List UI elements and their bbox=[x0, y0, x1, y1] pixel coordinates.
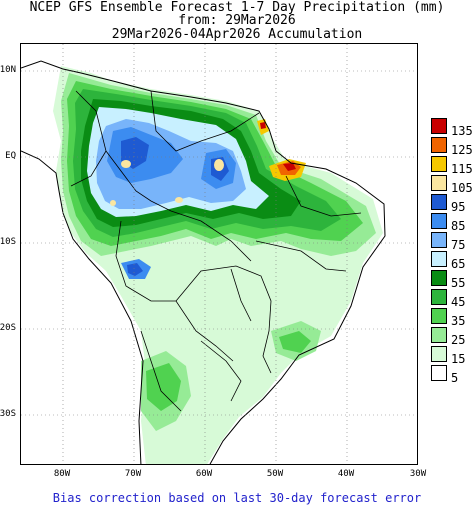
precip-105mm-spot bbox=[175, 197, 183, 203]
lat-label-eq: EQ bbox=[5, 151, 16, 161]
legend-swatch bbox=[431, 270, 447, 286]
legend-level-label: 25 bbox=[451, 333, 466, 347]
legend-level-label: 85 bbox=[451, 219, 466, 233]
legend-level-label: 45 bbox=[451, 295, 466, 309]
legend-swatch bbox=[431, 213, 447, 229]
legend-swatch bbox=[431, 232, 447, 248]
legend-level-label: 95 bbox=[451, 200, 466, 214]
legend-level-label: 135 bbox=[451, 124, 473, 138]
legend-level-label: 75 bbox=[451, 238, 466, 252]
precipitation-map bbox=[20, 43, 418, 465]
precip-35mm-southeast bbox=[279, 331, 311, 353]
legend-level-label: 55 bbox=[451, 276, 466, 290]
precip-105mm-spot bbox=[214, 159, 224, 171]
legend-swatch bbox=[431, 251, 447, 267]
legend-swatch bbox=[431, 289, 447, 305]
legend-level-label: 5 bbox=[451, 371, 459, 385]
legend-swatch bbox=[431, 156, 447, 172]
precip-105mm-spot bbox=[110, 200, 116, 206]
legend-swatch bbox=[431, 327, 447, 343]
precip-35mm-south bbox=[146, 363, 181, 411]
map-canvas bbox=[21, 44, 417, 464]
legend-swatch bbox=[431, 194, 447, 210]
legend-swatch bbox=[431, 308, 447, 324]
country-borders bbox=[70, 90, 362, 412]
legend-level-label: 35 bbox=[451, 314, 466, 328]
legend-level-label: 115 bbox=[451, 162, 473, 176]
lat-label-10n: 10N bbox=[0, 65, 16, 75]
map-title: NCEP GFS Ensemble Forecast 1-7 Day Preci… bbox=[29, 0, 445, 15]
lon-label-80w: 80W bbox=[53, 469, 71, 479]
lat-label-20s: 20S bbox=[0, 323, 16, 333]
accumulation-period: 29Mar2026-04Apr2026 Accumulation bbox=[111, 27, 363, 42]
lat-label-30s: 30S bbox=[0, 409, 16, 419]
lon-label-50w: 50W bbox=[266, 469, 284, 479]
legend-swatch bbox=[431, 118, 447, 134]
forecast-start-date: from: 29Mar2026 bbox=[178, 13, 296, 28]
bias-correction-note: Bias correction based on last 30-day for… bbox=[52, 491, 422, 505]
lon-label-40w: 40W bbox=[337, 469, 355, 479]
legend-swatch bbox=[431, 137, 447, 153]
lon-label-30w: 30W bbox=[409, 469, 427, 479]
legend-level-label: 105 bbox=[451, 181, 473, 195]
legend-swatch bbox=[431, 175, 447, 191]
legend-level-label: 125 bbox=[451, 143, 473, 157]
precip-coastal-heavy-red bbox=[283, 163, 296, 171]
lon-label-70w: 70W bbox=[124, 469, 142, 479]
precip-95mm-bolivia-core bbox=[127, 263, 143, 276]
legend-level-label: 15 bbox=[451, 352, 466, 366]
lat-label-10s: 10S bbox=[0, 237, 16, 247]
lon-label-60w: 60W bbox=[195, 469, 213, 479]
legend-swatch bbox=[431, 346, 447, 362]
coastline bbox=[21, 60, 386, 464]
legend-swatch bbox=[431, 365, 447, 381]
precip-105mm-spot bbox=[121, 160, 131, 168]
legend-level-label: 65 bbox=[451, 257, 466, 271]
precip-guiana-spot-red bbox=[260, 122, 266, 129]
